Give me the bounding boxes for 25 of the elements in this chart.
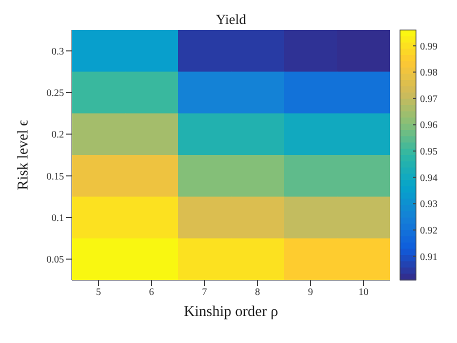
color-bar-label: 0.92 xyxy=(420,226,438,236)
color-bar-label: 0.93 xyxy=(420,199,438,210)
color-bar-label: 0.96 xyxy=(420,120,438,132)
color-bar-label: 0.94 xyxy=(420,172,438,184)
x-axis-title: Kinship order ρ xyxy=(184,304,278,320)
color-bar-label: 0.97 xyxy=(420,94,438,105)
x-tick-label: 10 xyxy=(358,287,368,298)
x-tick-label: 6 xyxy=(149,287,154,298)
color-bar-label: 0.99 xyxy=(420,41,438,52)
y-tick-label: 0.2 xyxy=(52,130,64,141)
x-tick-label: 7 xyxy=(202,287,207,298)
y-tick-label: 0.05 xyxy=(46,254,64,266)
chart-title: Yield xyxy=(216,13,246,28)
x-tick-label: 8 xyxy=(255,287,260,298)
color-scale: 0.91 0.92 0.93 0.94 0.95 0.96 0.97 0.98 0.99 xyxy=(398,8,454,328)
x-tick-label: 9 xyxy=(308,287,313,298)
y-tick-label: 0.15 xyxy=(46,171,64,182)
y-axis-title: Risk level ϵ xyxy=(15,120,32,190)
color-bar-label: 0.91 xyxy=(420,252,438,263)
x-tick-label: 5 xyxy=(96,287,101,298)
y-tick-label: 0.25 xyxy=(46,88,64,100)
color-bar-label: 0.98 xyxy=(420,68,438,79)
y-tick-label: 0.1 xyxy=(52,213,64,224)
y-tick-label: 0.3 xyxy=(52,46,64,58)
color-bar-label: 0.95 xyxy=(420,146,438,158)
